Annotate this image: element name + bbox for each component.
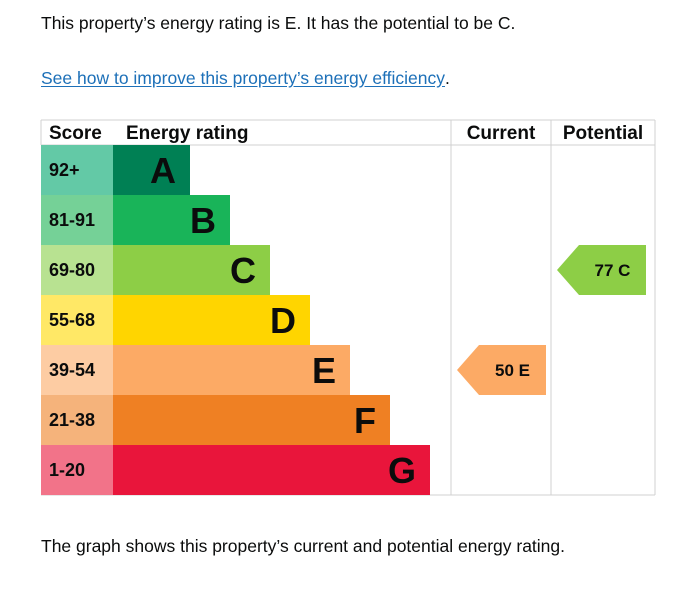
band-letter-a: A <box>150 150 176 191</box>
band-letter-f: F <box>354 400 376 441</box>
link-period: . <box>445 68 450 88</box>
band-letter-c: C <box>230 250 256 291</box>
potential-rating-label: 77 C <box>595 261 631 280</box>
band-letter-d: D <box>270 300 296 341</box>
band-letter-g: G <box>388 450 416 491</box>
header-energy-rating: Energy rating <box>126 123 248 144</box>
score-cell-a <box>41 145 113 195</box>
score-cell-e <box>41 345 113 395</box>
score-cell-g <box>41 445 113 495</box>
score-label-b: 81-91 <box>49 210 95 230</box>
band-bar-f <box>113 395 390 445</box>
score-label-c: 69-80 <box>49 260 95 280</box>
potential-rating-arrow <box>557 245 646 295</box>
score-cell-c <box>41 245 113 295</box>
current-rating-arrow <box>457 345 546 395</box>
improve-efficiency-link-text[interactable]: See how to improve this property’s energ… <box>41 68 446 88</box>
current-rating-label: 50 E <box>495 361 530 380</box>
band-bar-e <box>113 345 350 395</box>
score-cell-f <box>41 395 113 445</box>
score-label-a: 92+ <box>49 160 80 180</box>
header-potential: Potential <box>563 123 643 144</box>
score-label-d: 55-68 <box>49 310 95 330</box>
score-cell-b <box>41 195 113 245</box>
header-current: Current <box>467 123 536 144</box>
band-bar-a <box>113 145 190 195</box>
score-label-f: 21-38 <box>49 410 95 430</box>
score-cell-d <box>41 295 113 345</box>
graph-description: The graph shows this property’s current … <box>41 536 566 556</box>
band-bar-c <box>113 245 270 295</box>
band-bar-g <box>113 445 430 495</box>
score-label-e: 39-54 <box>49 360 95 380</box>
header-score: Score <box>49 123 102 144</box>
band-letter-b: B <box>190 200 216 241</box>
band-bar-b <box>113 195 230 245</box>
improve-efficiency-link[interactable]: See how to improve this property’s energ… <box>41 67 445 89</box>
energy-rating-summary: This property’s energy rating is E. It h… <box>41 13 516 33</box>
band-bar-d <box>113 295 310 345</box>
band-letter-e: E <box>312 350 336 391</box>
score-label-g: 1-20 <box>49 460 85 480</box>
